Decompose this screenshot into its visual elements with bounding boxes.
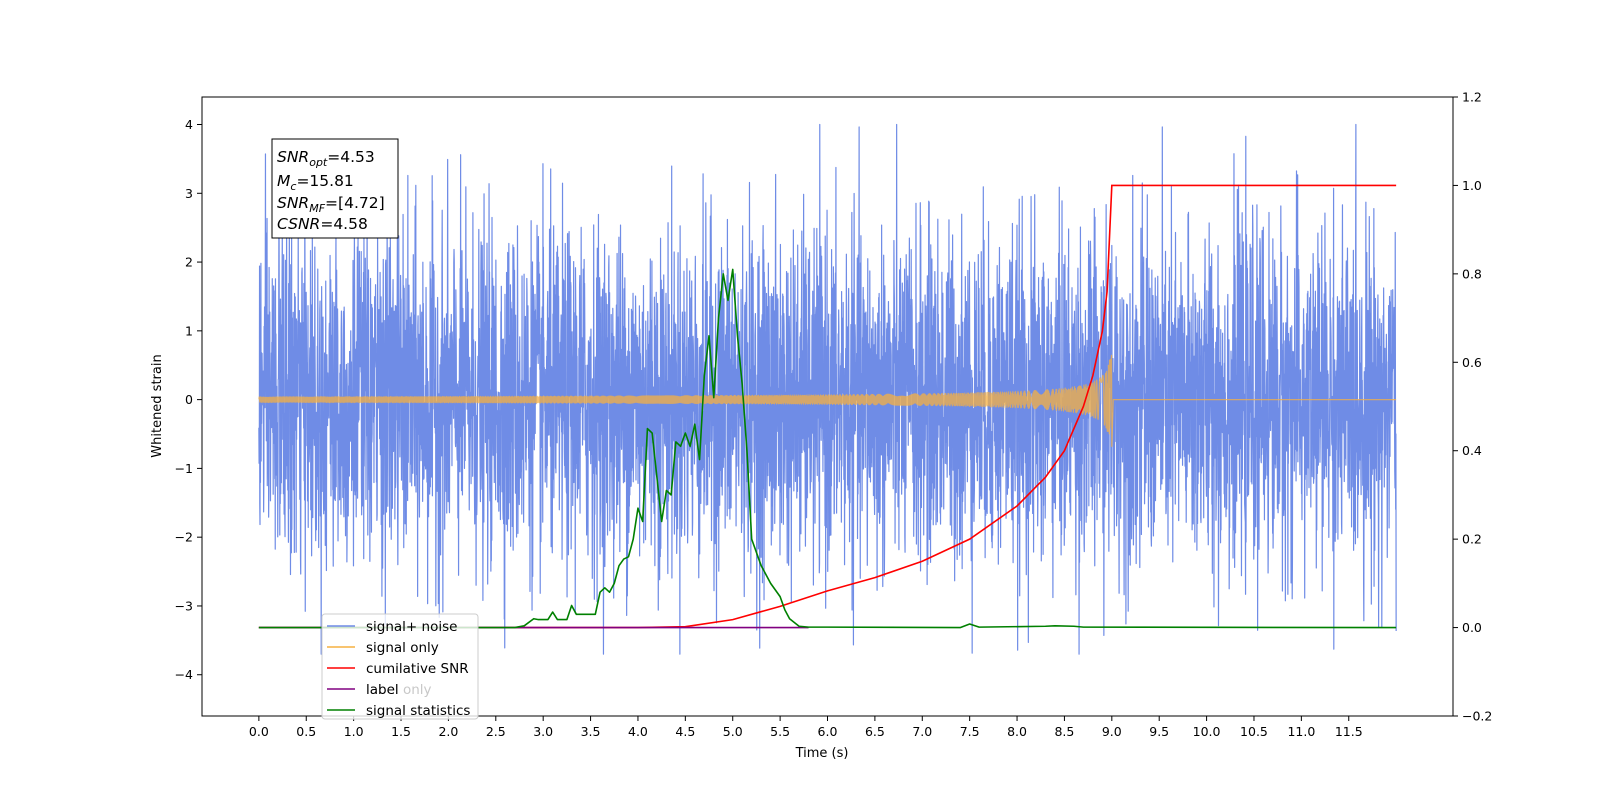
annotation-frame: [271, 138, 399, 239]
x-axis-label: Time (s): [795, 746, 849, 761]
x-tick-label: 8.5: [1054, 724, 1074, 739]
y-right-tick-label: −0.2: [1462, 709, 1492, 724]
x-tick-label: 2.5: [486, 724, 506, 739]
x-tick-label: 6.5: [865, 724, 885, 739]
x-tick-label: 1.5: [391, 724, 411, 739]
y-right-tick-label: 0.0: [1462, 620, 1482, 635]
x-tick-label: 3.5: [581, 724, 601, 739]
annotation-mc: Mc=15.81: [277, 172, 354, 193]
x-tick-label: 5.5: [770, 724, 790, 739]
x-tick-label: 0.5: [296, 724, 316, 739]
y-right-tick-label: 0.6: [1462, 355, 1482, 370]
x-tick-label: 7.5: [960, 724, 980, 739]
x-tick-label: 11.0: [1287, 724, 1315, 739]
y-axis-left: 4 3 2 1 0 −1 −2 −3 −4: [175, 117, 202, 682]
x-tick-label: 9.5: [1149, 724, 1169, 739]
legend: label only signal+ noise signal only cum…: [321, 613, 479, 720]
legend-frame: [321, 613, 479, 720]
y-tick-label: 4: [185, 117, 193, 132]
legend-label-signal-plus-noise: signal+ noise: [366, 619, 457, 635]
y-tick-label: 2: [185, 255, 193, 270]
legend-hidden-text: label only: [366, 682, 432, 698]
x-tick-label: 8.0: [1007, 724, 1027, 739]
y-tick-label: −3: [175, 598, 193, 613]
y-right-tick-label: 1.2: [1462, 90, 1482, 105]
legend-label-signal-only: signal only: [366, 640, 439, 656]
x-axis: 0.0 0.5 1.0 1.5 2.0 2.5 3.0 3.5 4.0 4.5 5.0 5.5 6.0 6…: [249, 716, 1363, 739]
y-tick-label: −2: [175, 530, 193, 545]
series-cumulative-snr: [258, 184, 1397, 629]
x-tick-label: 4.5: [675, 724, 695, 739]
x-tick-label: 11.5: [1335, 724, 1363, 739]
y-tick-label: 3: [185, 186, 193, 201]
legend-label-label: label: [366, 682, 399, 698]
y-right-tick-label: 1.0: [1462, 178, 1482, 193]
y-right-tick-label: 0.4: [1462, 443, 1482, 458]
y-tick-label: 1: [185, 323, 193, 338]
y-right-tick-label: 0.8: [1462, 266, 1482, 281]
legend-label-cumulative-snr: cumilative SNR: [366, 661, 469, 677]
x-tick-label: 6.0: [818, 724, 838, 739]
y-tick-label: −1: [175, 461, 193, 476]
annotation-box: SNRopt=4.53 Mc=15.81 SNRMF=[4.72] CSNR=4…: [271, 138, 399, 239]
x-tick-label: 7.0: [912, 724, 932, 739]
y-tick-label: 0: [185, 392, 193, 407]
legend-label-signal-statistics: signal statistics: [366, 703, 470, 719]
y-axis-right: 1.2 1.0 0.8 0.6 0.4 0.2 0.0 −0.2: [1453, 90, 1492, 724]
x-tick-label: 9.0: [1102, 724, 1122, 739]
series-signal-plus-noise: [258, 123, 1397, 655]
annotation-snr-mf: SNRMF=[4.72]: [277, 194, 385, 215]
x-tick-label: 10.0: [1193, 724, 1221, 739]
series-signal-only: [258, 354, 1397, 447]
y-tick-label: −4: [175, 667, 193, 682]
x-tick-label: 4.0: [628, 724, 648, 739]
x-tick-label: 10.5: [1240, 724, 1268, 739]
y-axis-label: Whitened strain: [150, 354, 165, 457]
x-tick-label: 2.0: [438, 724, 458, 739]
x-tick-label: 5.0: [723, 724, 743, 739]
annotation-csnr: CSNR=4.58: [277, 215, 368, 233]
annotation-snr-opt: SNRopt=4.53: [277, 148, 375, 169]
x-tick-label: 3.0: [533, 724, 553, 739]
x-tick-label: 0.0: [249, 724, 269, 739]
series-signal-statistics: [258, 268, 1397, 629]
x-tick-label: 1.0: [344, 724, 364, 739]
y-right-tick-label: 0.2: [1462, 532, 1482, 547]
